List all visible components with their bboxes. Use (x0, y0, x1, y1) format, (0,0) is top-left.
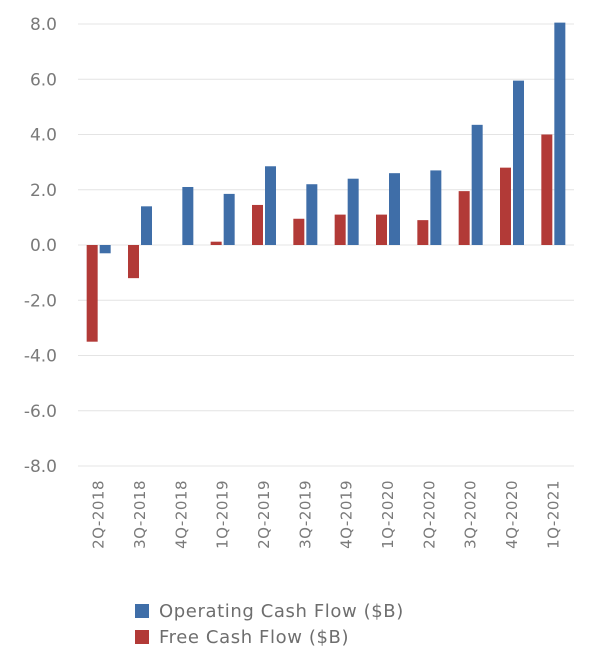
x-tick-label: 3Q-2019 (296, 480, 314, 549)
grid-lines (78, 23, 574, 467)
cash-flow-chart: 8.0 6.0 4.0 2.0 0.0 -2.0 -4.0 -6.0 -8.0 2Q-2018 3… (24, 15, 574, 549)
bar-operating-cash-flow (347, 178, 359, 245)
legend-label-operating: Operating Cash Flow ($B) (159, 600, 404, 622)
bar-free-cash-flow (210, 241, 222, 245)
bar-free-cash-flow (128, 245, 139, 279)
y-tick-label: -2.0 (24, 291, 57, 311)
y-tick-label: 6.0 (30, 70, 57, 90)
x-tick-label: 4Q-2020 (503, 480, 521, 549)
bar-operating-cash-flow (471, 124, 483, 245)
bar-operating-cash-flow (223, 193, 235, 245)
bar-operating-cash-flow (389, 173, 400, 245)
bar-free-cash-flow (417, 220, 429, 245)
y-tick-label: 0.0 (30, 236, 57, 256)
bar-operating-cash-flow (306, 184, 318, 245)
legend-swatch-operating (135, 604, 149, 618)
x-tick-label: 3Q-2020 (462, 480, 480, 549)
y-tick-label: 2.0 (30, 181, 57, 201)
y-axis-ticks: 8.0 6.0 4.0 2.0 0.0 -2.0 -4.0 -6.0 -8.0 (24, 15, 57, 477)
x-tick-label: 1Q-2021 (544, 480, 562, 549)
legend-swatch-free (135, 630, 149, 644)
y-tick-label: -6.0 (24, 402, 57, 422)
x-tick-label: 2Q-2019 (255, 480, 273, 549)
bars (86, 22, 566, 342)
bar-free-cash-flow (458, 191, 470, 245)
x-tick-label: 4Q-2019 (338, 480, 356, 549)
y-tick-label: -4.0 (24, 347, 57, 367)
legend: Operating Cash Flow ($B) Free Cash Flow … (135, 598, 404, 650)
bar-operating-cash-flow (554, 22, 566, 246)
bar-operating-cash-flow (265, 166, 276, 245)
bar-free-cash-flow (541, 134, 553, 245)
bar-free-cash-flow (252, 204, 263, 245)
bar-operating-cash-flow (182, 186, 194, 245)
bar-operating-cash-flow (141, 206, 152, 245)
x-tick-label: 2Q-2020 (420, 480, 438, 549)
bar-free-cash-flow (334, 214, 346, 245)
legend-label-free: Free Cash Flow ($B) (159, 626, 350, 648)
bar-operating-cash-flow (513, 80, 524, 245)
bar-free-cash-flow (376, 214, 387, 245)
x-axis-ticks: 2Q-2018 3Q-2018 4Q-2018 1Q-2019 2Q-2019 3Q-20… (90, 480, 563, 549)
bar-free-cash-flow (293, 218, 305, 245)
bar-operating-cash-flow (99, 245, 111, 254)
x-tick-label: 1Q-2019 (214, 480, 232, 549)
y-tick-label: -8.0 (24, 457, 57, 477)
x-tick-label: 2Q-2018 (90, 480, 108, 549)
bar-free-cash-flow (500, 167, 511, 245)
x-tick-label: 1Q-2020 (379, 480, 397, 549)
x-tick-label: 4Q-2018 (172, 480, 190, 549)
y-tick-label: 8.0 (30, 15, 57, 35)
bar-free-cash-flow (86, 245, 98, 342)
legend-item-operating: Operating Cash Flow ($B) (135, 598, 404, 624)
y-tick-label: 4.0 (30, 126, 57, 146)
x-tick-label: 3Q-2018 (131, 480, 149, 549)
legend-item-free: Free Cash Flow ($B) (135, 624, 404, 650)
bar-operating-cash-flow (430, 170, 442, 245)
